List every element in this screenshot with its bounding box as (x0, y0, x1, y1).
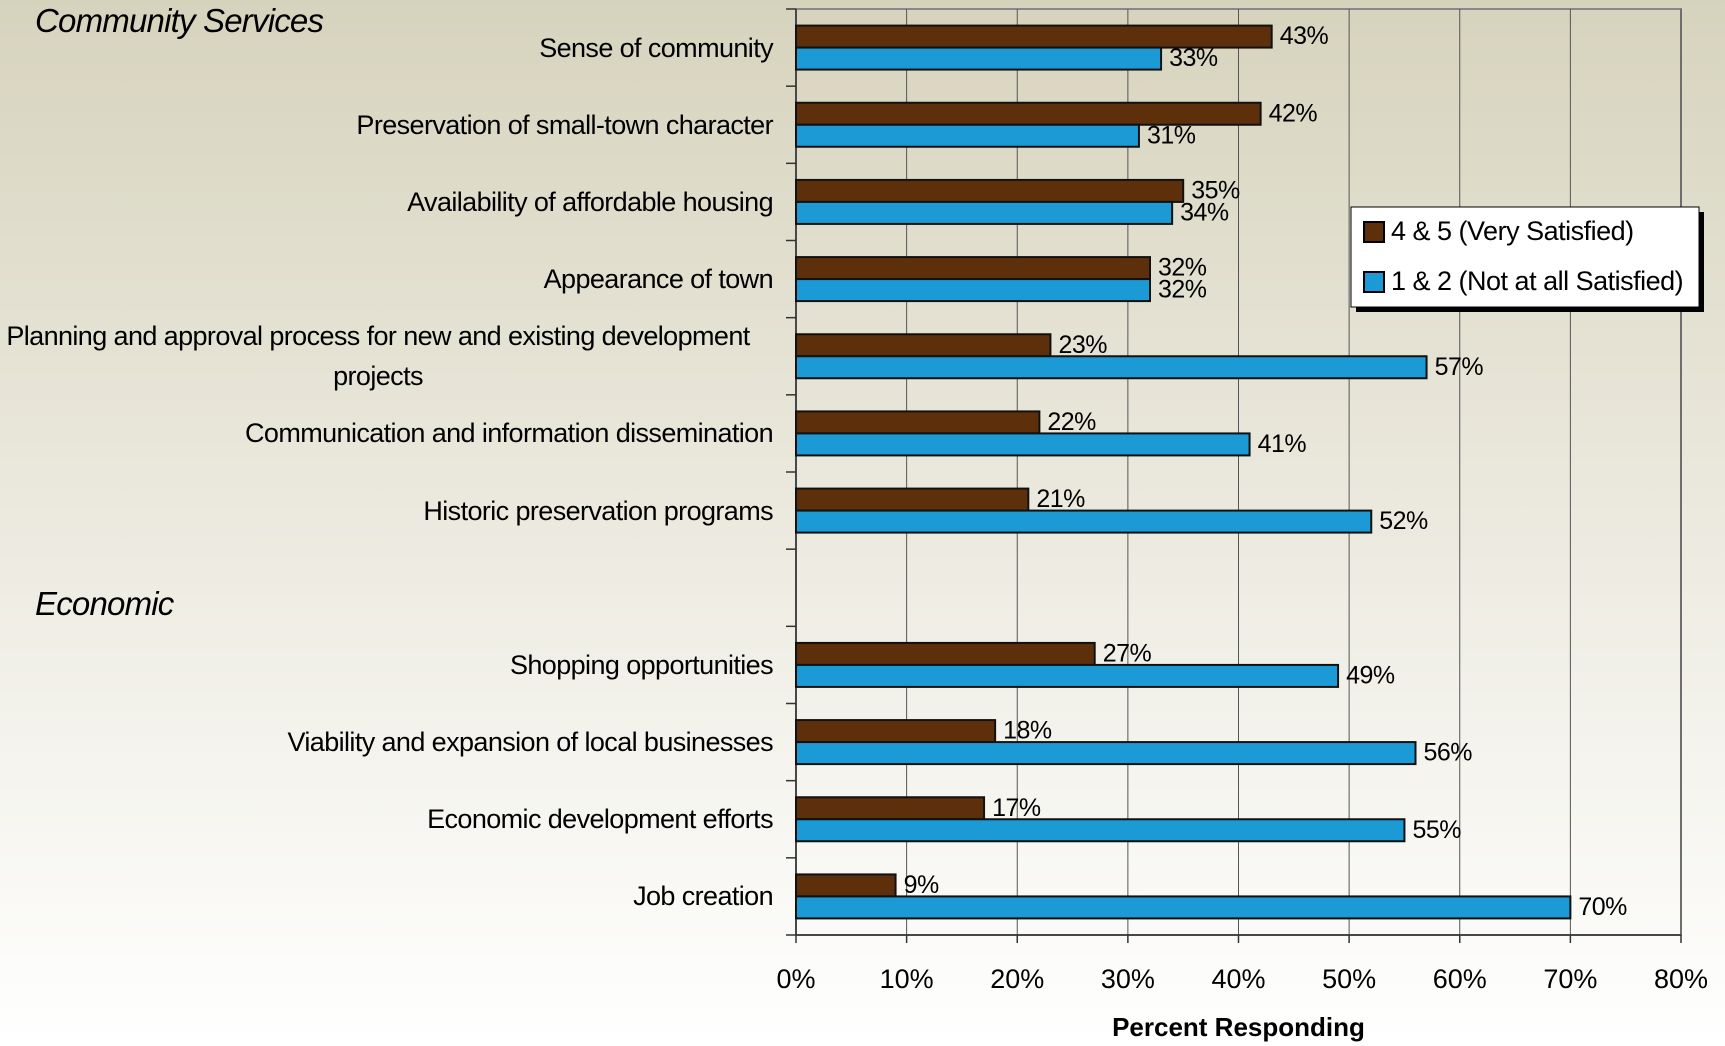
value-label: 34% (1180, 199, 1229, 227)
x-tick-label: 50% (1322, 964, 1376, 994)
value-label: 55% (1412, 816, 1461, 844)
category-label-text: Economic development efforts (427, 804, 774, 835)
value-label: 52% (1379, 507, 1428, 535)
category-label-text: Viability and expansion of local busines… (287, 727, 773, 758)
x-tick-label: 60% (1433, 964, 1487, 994)
bar (795, 46, 1163, 71)
x-axis-title: Percent Responding (1112, 1012, 1365, 1042)
value-label: 70% (1578, 893, 1627, 921)
category-label: Historic preservation programs (0, 471, 773, 551)
category-label-text: Communication and information disseminat… (245, 418, 774, 449)
section-heading: Economic (35, 585, 174, 623)
bar (795, 641, 1096, 666)
value-label: 9% (904, 871, 939, 899)
value-label: 22% (1047, 408, 1096, 436)
value-label: 43% (1280, 22, 1329, 50)
legend (1350, 206, 1700, 308)
bar (795, 410, 1041, 435)
bar (795, 741, 1417, 766)
category-label: Job creation (0, 856, 773, 936)
value-label: 27% (1103, 640, 1152, 668)
category-label-text: Historic preservation programs (423, 495, 773, 526)
value-label: 17% (992, 794, 1041, 822)
bar (795, 663, 1340, 688)
category-label-text: Planning and approval process for new an… (6, 321, 750, 392)
value-label: 57% (1435, 353, 1484, 381)
bar (795, 895, 1572, 920)
category-label-text: Availability of affordable housing (407, 186, 773, 217)
category-label-text: Sense of community (539, 32, 773, 63)
legend-swatch (1363, 221, 1385, 243)
category-label: Planning and approval process for new an… (0, 316, 773, 396)
x-tick-label: 20% (990, 964, 1044, 994)
category-label-text: Job creation (633, 881, 773, 912)
legend-label: 4 & 5 (Very Satisfied) (1391, 216, 1634, 246)
section-heading-text: Economic (35, 585, 174, 622)
value-label: 33% (1169, 44, 1218, 72)
category-label: Economic development efforts (0, 779, 774, 859)
x-tick-label: 30% (1101, 964, 1155, 994)
value-label: 32% (1158, 276, 1207, 304)
bar (795, 355, 1428, 380)
value-label: 42% (1269, 99, 1318, 127)
x-tick-label: 10% (880, 964, 934, 994)
value-label: 32% (1158, 254, 1207, 282)
category-label: Viability and expansion of local busines… (0, 702, 773, 782)
x-tick-label: 0% (776, 964, 815, 994)
value-label: 41% (1258, 430, 1307, 458)
x-tick-label: 80% (1654, 964, 1708, 994)
x-tick-label: 70% (1543, 964, 1597, 994)
section-heading-text: Community Services (35, 2, 324, 39)
category-label: Preservation of small-town character (0, 85, 773, 165)
bar (795, 333, 1052, 358)
bar (795, 432, 1251, 457)
legend-swatch (1363, 271, 1385, 293)
bar (795, 178, 1185, 203)
value-label: 18% (1003, 717, 1052, 745)
bar (795, 509, 1373, 534)
legend-label: 1 & 2 (Not at all Satisfied) (1391, 266, 1683, 296)
value-label: 35% (1191, 177, 1240, 205)
bar (795, 200, 1174, 225)
value-label: 31% (1147, 121, 1196, 149)
bar (795, 873, 897, 898)
category-label: Availability of affordable housing (0, 162, 773, 242)
bar (795, 123, 1140, 148)
bar (795, 278, 1151, 303)
bar (795, 796, 986, 821)
x-tick-label: 40% (1211, 964, 1265, 994)
bar (795, 818, 1406, 843)
bar (795, 719, 997, 744)
category-label: Communication and information disseminat… (0, 393, 774, 473)
value-label: 49% (1346, 662, 1395, 690)
category-label-text: Shopping opportunities (509, 649, 774, 680)
bar (795, 487, 1030, 512)
value-label: 23% (1058, 331, 1107, 359)
value-label: 56% (1424, 739, 1473, 767)
category-label: Shopping opportunities (0, 625, 774, 705)
category-label: Appearance of town (0, 239, 774, 319)
bar (795, 256, 1151, 281)
value-label: 21% (1036, 485, 1085, 513)
category-label-text: Preservation of small-town character (356, 109, 773, 140)
section-heading: Community Services (35, 2, 324, 40)
category-label: Sense of community (0, 8, 773, 88)
category-label-text: Appearance of town (543, 264, 774, 295)
